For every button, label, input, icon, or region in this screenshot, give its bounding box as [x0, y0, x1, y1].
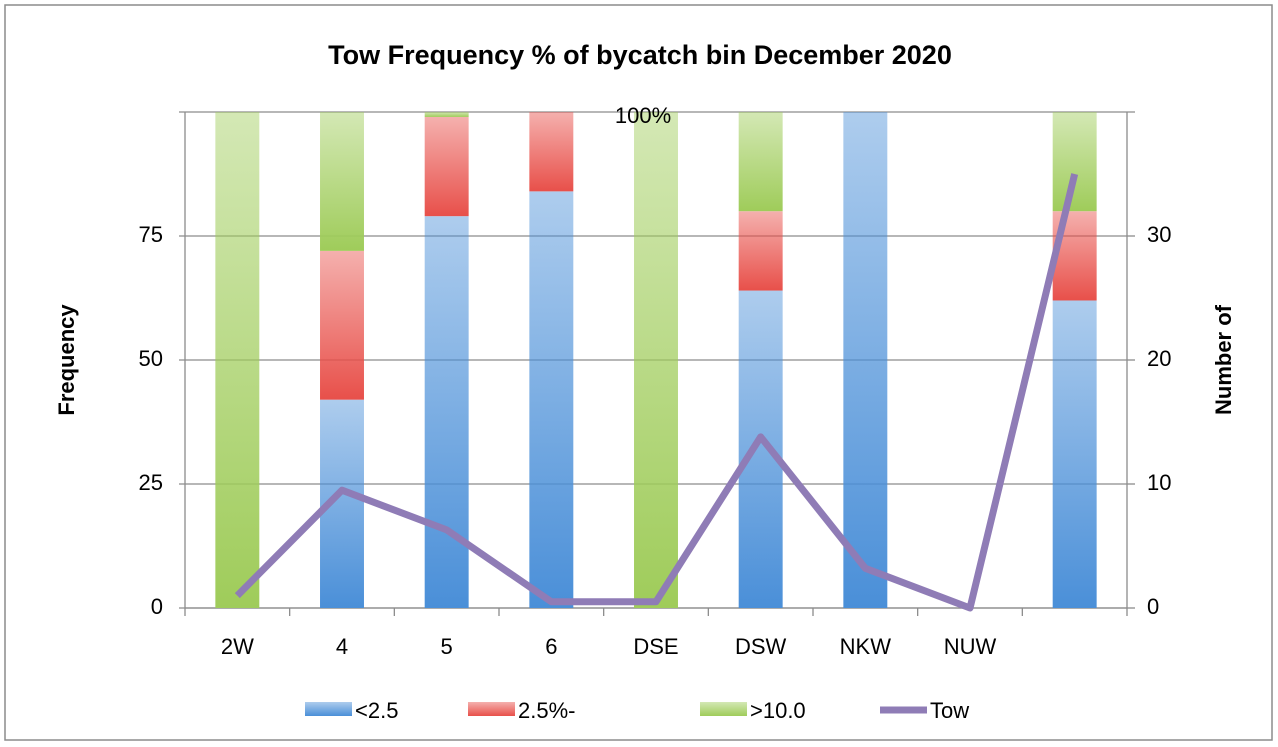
- y-axis-title: Frequency: [54, 304, 79, 416]
- y2-tick-label: 20: [1147, 346, 1171, 371]
- x-tick-label: 5: [441, 634, 453, 659]
- bar: [529, 191, 574, 609]
- x-tick-label: 6: [545, 634, 557, 659]
- bar: [320, 112, 364, 251]
- y2-axis-title: Number of: [1211, 304, 1236, 415]
- legend-label: >10.0: [750, 698, 806, 723]
- bar: [424, 112, 469, 117]
- bar: [738, 211, 783, 291]
- x-tick-label: NKW: [840, 634, 892, 659]
- bar: [215, 112, 260, 608]
- legend-swatch: [468, 702, 515, 716]
- bar: [424, 116, 469, 217]
- bar: [738, 290, 783, 608]
- y-tick-label: 50: [139, 346, 163, 371]
- legend-label: <2.5: [355, 698, 398, 723]
- bar: [529, 112, 574, 192]
- legend-label: Tow: [930, 698, 969, 723]
- x-tick-label: 4: [336, 634, 348, 659]
- bar: [634, 112, 678, 608]
- bar: [1052, 112, 1097, 212]
- x-tick-label: DSE: [633, 634, 678, 659]
- y-tick-label: 75: [139, 222, 163, 247]
- y2-tick-label: 0: [1147, 594, 1159, 619]
- annotation: 100%: [615, 103, 671, 128]
- y-tick-label: 25: [139, 470, 163, 495]
- x-tick-label: 2W: [221, 634, 254, 659]
- legend-swatch: [305, 702, 352, 716]
- x-tick-label: NUW: [944, 634, 997, 659]
- y2-tick-label: 30: [1147, 222, 1171, 247]
- x-tick-label: DSW: [735, 634, 787, 659]
- bar: [843, 112, 888, 608]
- y-tick-label: 0: [151, 594, 163, 619]
- bar: [424, 216, 469, 608]
- legend-label: 2.5%-: [518, 698, 575, 723]
- chart-title: Tow Frequency % of bycatch bin December …: [328, 40, 952, 70]
- legend-swatch: [700, 702, 747, 716]
- bar: [320, 250, 364, 400]
- bar: [738, 112, 783, 212]
- y2-tick-label: 10: [1147, 470, 1171, 495]
- line: [234, 173, 1079, 612]
- bar: [1052, 300, 1097, 608]
